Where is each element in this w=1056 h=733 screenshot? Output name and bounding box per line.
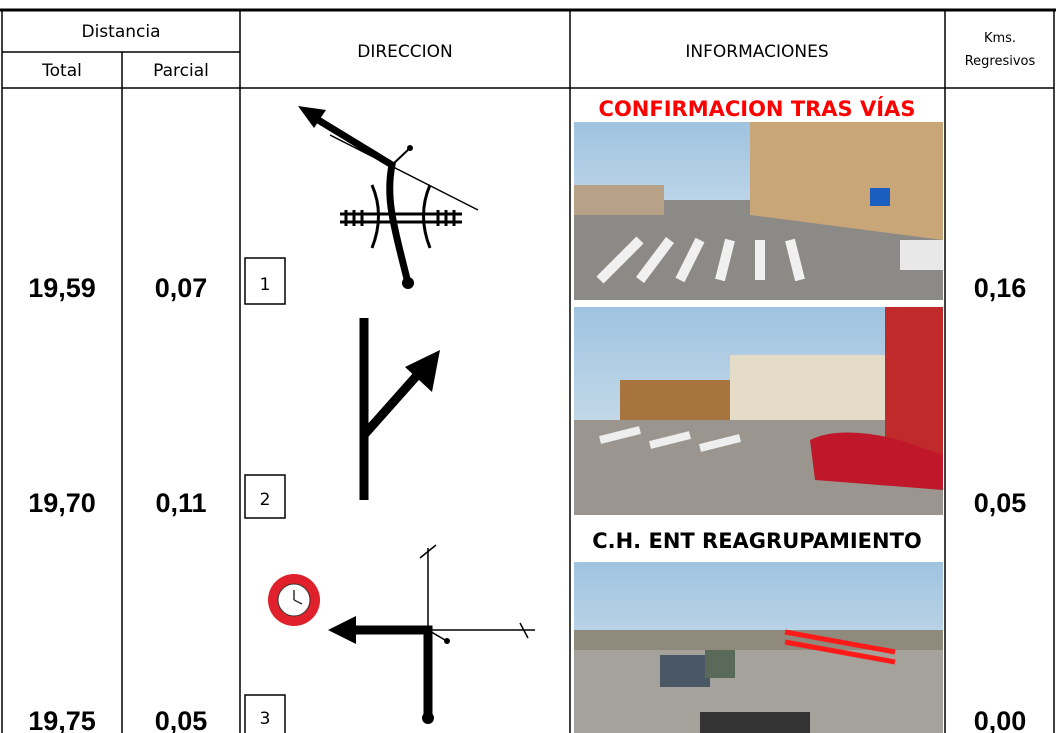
- header-info: INFORMACIONES: [685, 42, 828, 62]
- remaining: 0,16: [974, 273, 1027, 303]
- remaining: 0,05: [974, 488, 1027, 518]
- grid: [0, 8, 1056, 733]
- header-distance: Distancia: [81, 22, 160, 42]
- info-label: CONFIRMACION TRAS VÍAS: [599, 96, 916, 121]
- total: 19,59: [28, 273, 96, 303]
- photo: [574, 562, 943, 733]
- header-partial: Parcial: [153, 61, 209, 81]
- header-total: Total: [41, 61, 82, 81]
- header-remaining: Regresivos: [965, 54, 1036, 69]
- header-direction: DIRECCION: [357, 42, 453, 62]
- step: 2: [260, 490, 271, 510]
- direction-icon: [298, 106, 479, 289]
- step-box: [244, 474, 286, 519]
- partial: 0,05: [155, 706, 208, 733]
- step-box: [244, 257, 286, 305]
- photo: [574, 122, 943, 300]
- total: 19,70: [28, 488, 96, 518]
- direction-icon: [359, 318, 440, 500]
- partial: 0,07: [155, 273, 208, 303]
- total: 19,75: [28, 706, 96, 733]
- step: 1: [260, 275, 271, 295]
- header-remaining: Kms.: [984, 31, 1016, 46]
- step: 3: [260, 709, 271, 729]
- step-box: [244, 694, 286, 733]
- info-label: C.H. ENT REAGRUPAMIENTO: [592, 529, 922, 553]
- remaining: 0,00: [974, 706, 1027, 733]
- direction-icon: [268, 544, 535, 724]
- photo: [574, 307, 943, 515]
- partial: 0,11: [155, 488, 206, 518]
